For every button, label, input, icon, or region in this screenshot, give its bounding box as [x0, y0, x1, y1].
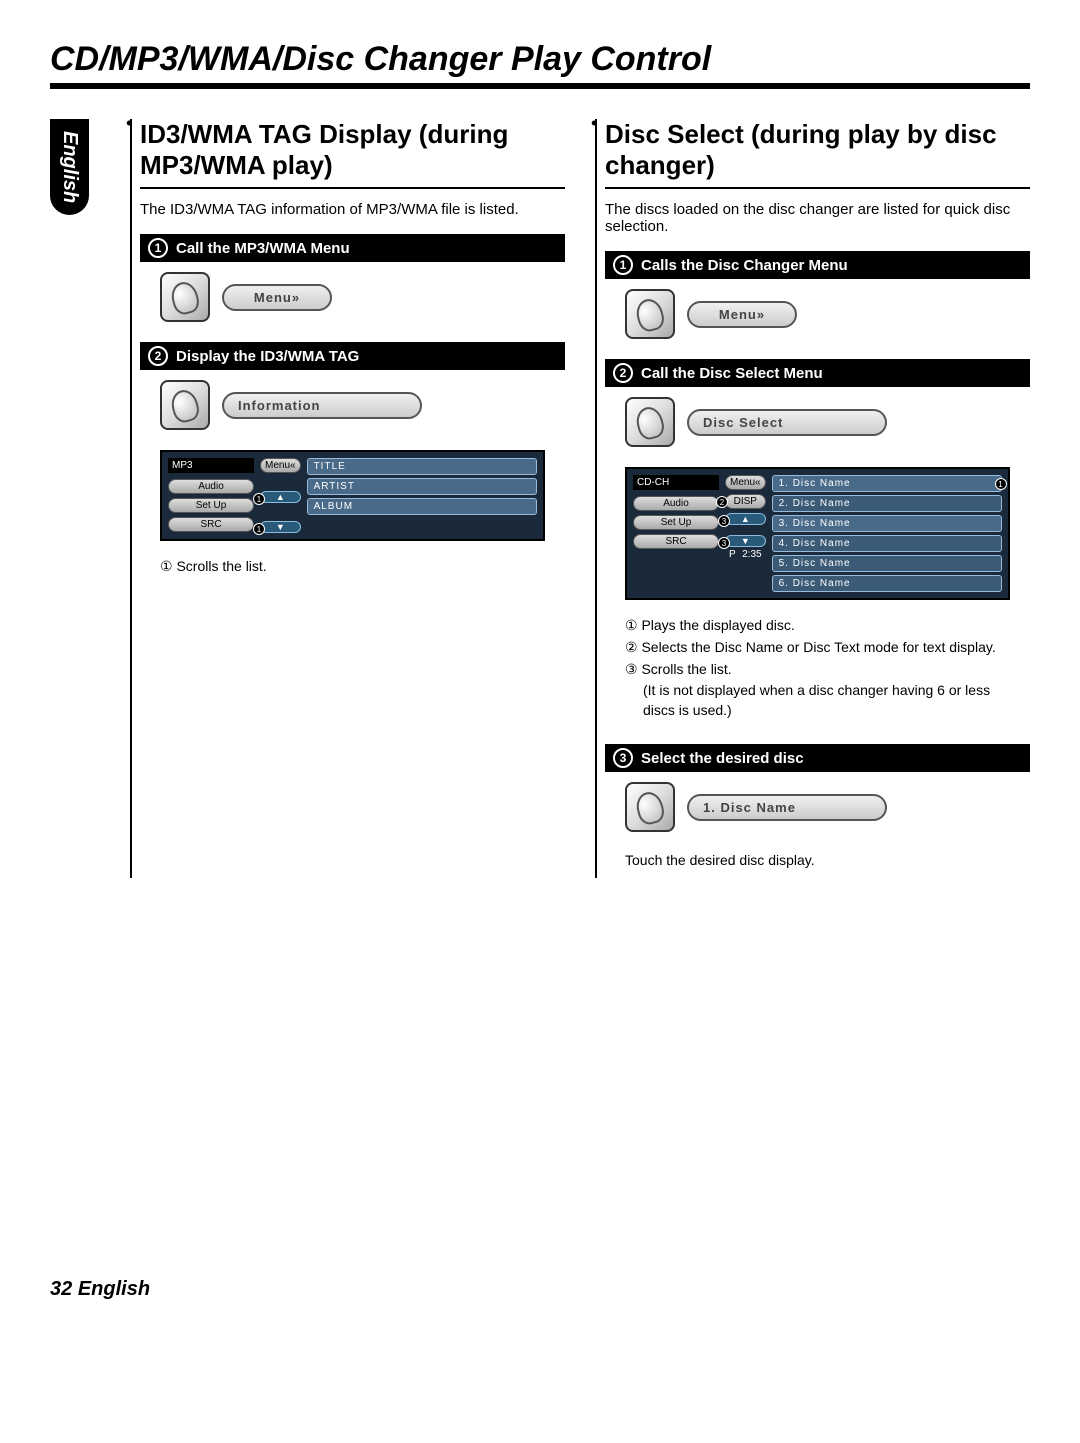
disc-row[interactable]: 4. Disc Name: [772, 535, 1002, 552]
marker-1: 1: [995, 478, 1007, 490]
audio-button[interactable]: Audio: [168, 479, 254, 494]
step-number: 2: [613, 363, 633, 383]
touch-icon: [160, 380, 210, 430]
scroll-down-button[interactable]: 3▼: [725, 535, 766, 547]
scroll-up-button[interactable]: 3▲: [725, 513, 766, 525]
disc-row[interactable]: 5. Disc Name: [772, 555, 1002, 572]
src-button[interactable]: SRC: [168, 517, 254, 532]
note-item: (It is not displayed when a disc changer…: [643, 681, 1010, 720]
right-step2-header: 2 Call the Disc Select Menu: [605, 359, 1030, 387]
step-number: 2: [148, 346, 168, 366]
mp3-screen: MP3 Audio Set Up SRC Menu« 1▲ 1▼ TITLE A…: [160, 450, 545, 541]
menu-back-button[interactable]: Menu«: [260, 458, 301, 473]
scroll-up-button[interactable]: 1▲: [260, 491, 301, 503]
screen-header: MP3: [168, 458, 254, 473]
touch-instruction: Touch the desired disc display.: [625, 852, 1010, 868]
right-section-title: Disc Select (during play by disc changer…: [605, 119, 1030, 189]
step-label: Select the desired disc: [641, 750, 804, 767]
touch-icon: [625, 782, 675, 832]
touch-icon: [160, 272, 210, 322]
note-item: ① Plays the displayed disc.: [625, 616, 1010, 636]
touch-icon: [625, 289, 675, 339]
disc-row[interactable]: 2. Disc Name: [772, 495, 1002, 512]
disp-button[interactable]: 2DISP: [725, 494, 766, 509]
disc-select-button[interactable]: Disc Select: [687, 409, 887, 436]
right-column: Disc Select (during play by disc changer…: [595, 119, 1030, 878]
information-button[interactable]: Information: [222, 392, 422, 419]
step-label: Call the MP3/WMA Menu: [176, 240, 350, 257]
page-footer: 32 English: [50, 1278, 1030, 1301]
left-section-title: ID3/WMA TAG Display (during MP3/WMA play…: [140, 119, 565, 189]
step-label: Calls the Disc Changer Menu: [641, 257, 848, 274]
setup-button[interactable]: Set Up: [168, 498, 254, 513]
note-item: ② Selects the Disc Name or Disc Text mod…: [625, 638, 1010, 658]
disc-name-button[interactable]: 1. Disc Name: [687, 794, 887, 821]
left-column: ID3/WMA TAG Display (during MP3/WMA play…: [130, 119, 565, 878]
left-intro: The ID3/WMA TAG information of MP3/WMA f…: [140, 201, 565, 218]
left-step2-header: 2 Display the ID3/WMA TAG: [140, 342, 565, 370]
audio-button[interactable]: Audio: [633, 496, 719, 511]
tag-row-title: TITLE: [307, 458, 537, 475]
marker-1: 1: [253, 523, 265, 535]
left-notes: ① Scrolls the list.: [160, 557, 545, 577]
menu-button[interactable]: Menu»: [687, 301, 797, 328]
step-number: 3: [613, 748, 633, 768]
time-display: 2:35: [742, 549, 761, 560]
src-button[interactable]: SRC: [633, 534, 719, 549]
footer-lang: English: [78, 1278, 150, 1300]
disc-row[interactable]: 3. Disc Name: [772, 515, 1002, 532]
touch-icon: [625, 397, 675, 447]
right-intro: The discs loaded on the disc changer are…: [605, 201, 1030, 235]
note-item: ① Scrolls the list.: [160, 557, 545, 577]
screen-header: CD-CH: [633, 475, 719, 490]
marker-3: 3: [718, 537, 730, 549]
disc-row[interactable]: 6. Disc Name: [772, 575, 1002, 592]
scroll-down-button[interactable]: 1▼: [260, 521, 301, 533]
step-number: 1: [148, 238, 168, 258]
note-item: ③ Scrolls the list.: [625, 660, 1010, 680]
step-number: 1: [613, 255, 633, 275]
play-indicator: P: [729, 549, 736, 560]
language-tab: English: [50, 119, 89, 215]
cdch-screen: CD-CH Audio Set Up SRC Menu« 2DISP 3▲ 3▼…: [625, 467, 1010, 600]
tag-row-album: ALBUM: [307, 498, 537, 515]
step-label: Call the Disc Select Menu: [641, 365, 823, 382]
right-step1-header: 1 Calls the Disc Changer Menu: [605, 251, 1030, 279]
step-label: Display the ID3/WMA TAG: [176, 348, 359, 365]
marker-2: 2: [716, 496, 728, 508]
setup-button[interactable]: Set Up: [633, 515, 719, 530]
left-step1-header: 1 Call the MP3/WMA Menu: [140, 234, 565, 262]
page-number: 32: [50, 1278, 72, 1300]
right-step3-header: 3 Select the desired disc: [605, 744, 1030, 772]
tag-row-artist: ARTIST: [307, 478, 537, 495]
menu-button[interactable]: Menu»: [222, 284, 332, 311]
page-title: CD/MP3/WMA/Disc Changer Play Control: [50, 40, 1030, 89]
side-tab: English: [50, 119, 110, 878]
disc-row[interactable]: 1. Disc Name1: [772, 475, 1002, 492]
right-notes: ① Plays the displayed disc. ② Selects th…: [625, 616, 1010, 720]
menu-back-button[interactable]: Menu«: [725, 475, 766, 490]
